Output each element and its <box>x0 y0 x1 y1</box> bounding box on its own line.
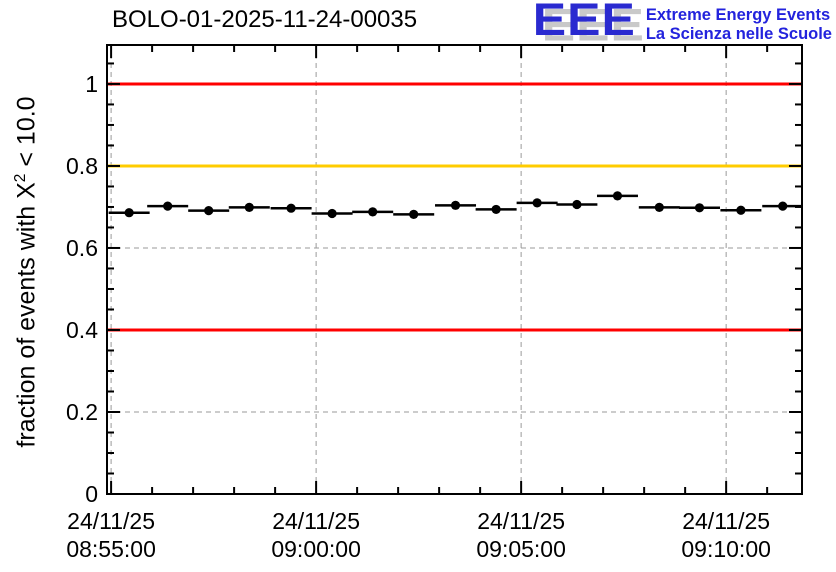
data-point <box>450 200 461 210</box>
eee-logo: EEE Extreme Energy Events La Scienza nel… <box>532 0 832 46</box>
data-point <box>204 206 214 216</box>
data-point <box>736 205 746 215</box>
x-tick-label: 24/11/25 09:00:00 <box>271 508 361 562</box>
data-point <box>612 191 623 201</box>
data-point <box>286 203 296 213</box>
x-tick-labels: 24/11/25 08:55:00 24/11/25 09:00:00 24/11/25… <box>66 508 771 562</box>
x-tick-label: 24/11/25 09:05:00 <box>476 508 566 562</box>
data-point <box>327 208 337 219</box>
y-tick-label: 0.2 <box>66 399 98 425</box>
data-point <box>778 201 788 211</box>
data-point <box>244 202 254 212</box>
y-tick-label: 0 <box>85 481 98 507</box>
y-axis-label-sup: 2 <box>12 173 29 183</box>
data-point <box>532 198 542 208</box>
y-tick-labels: 0 0.2 0.4 0.6 0.8 1 <box>66 71 98 507</box>
eee-logo-tagline-line2: La Scienza nelle Scuole <box>645 25 832 43</box>
plot-frame <box>106 44 803 495</box>
data-series <box>108 191 802 219</box>
data-point <box>368 207 378 217</box>
data-point <box>409 209 419 219</box>
data-point <box>124 208 134 218</box>
y-tick-label: 0.6 <box>66 235 98 261</box>
data-point <box>163 201 173 211</box>
x-tick-label: 24/11/25 09:10:00 <box>681 508 771 562</box>
eee-logo-tagline-line1: Extreme Energy Events <box>645 6 831 24</box>
reference-lines <box>107 82 802 332</box>
grid-lines <box>107 45 802 494</box>
y-axis-label: fraction of events with X2 < 10.0 <box>12 32 42 512</box>
plot-title: BOLO-01-2025-11-24-00035 <box>112 6 418 33</box>
y-axis-label-pre: fraction of events with X <box>12 182 41 448</box>
eee-logo-tagline: Extreme Energy Events La Scienza nelle S… <box>646 1 832 44</box>
y-tick-label: 0.8 <box>66 153 98 179</box>
data-point <box>654 202 664 212</box>
eee-logo-acronym: EEE <box>532 0 636 46</box>
data-point <box>694 203 705 213</box>
y-axis-label-post: < 10.0 <box>12 96 41 174</box>
x-tick-label: 24/11/25 08:55:00 <box>66 508 156 562</box>
data-point <box>572 199 582 210</box>
axis-ticks <box>107 45 802 495</box>
y-tick-label: 0.4 <box>66 317 98 343</box>
data-point <box>491 204 501 215</box>
y-tick-label: 1 <box>85 71 98 97</box>
